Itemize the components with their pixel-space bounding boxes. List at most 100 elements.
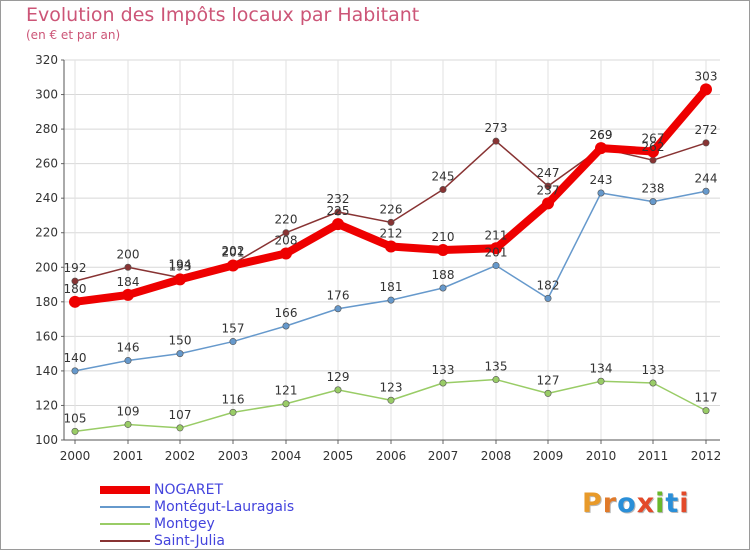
y-tick-label: 240 [35, 191, 58, 205]
data-label-montegut-lauragais: 201 [485, 246, 508, 260]
x-tick-label: 2002 [165, 449, 196, 463]
data-label-nogaret: 237 [537, 183, 560, 197]
data-label-montegut-lauragais: 243 [590, 173, 613, 187]
data-label-montgey: 129 [327, 370, 350, 384]
data-point-montegut-lauragais [649, 198, 657, 206]
chart-subtitle: (en € et par an) [26, 28, 121, 42]
y-tick-label: 140 [35, 364, 58, 378]
y-tick-label: 180 [35, 295, 58, 309]
data-point-montgey [649, 379, 657, 387]
data-point-nogaret [227, 259, 239, 272]
data-point-montgey [439, 379, 447, 387]
data-label-nogaret: 193 [169, 259, 192, 273]
data-point-saint-julia [71, 277, 79, 285]
data-label-montegut-lauragais: 238 [642, 182, 665, 196]
data-label-saint-julia: 226 [380, 202, 403, 216]
data-label-saint-julia: 220 [275, 213, 298, 227]
x-tick-label: 2003 [218, 449, 249, 463]
legend-label-montegut-lauragais: Montégut-Lauragais [154, 499, 295, 515]
data-label-nogaret: 180 [64, 282, 87, 296]
data-point-montegut-lauragais [282, 322, 290, 330]
y-tick-label: 320 [35, 53, 58, 67]
data-label-saint-julia: 194 [169, 258, 192, 272]
data-point-saint-julia [439, 186, 447, 194]
data-label-nogaret: 303 [695, 69, 718, 83]
data-label-montgey: 121 [275, 384, 298, 398]
y-tick-label: 120 [35, 398, 58, 412]
data-label-nogaret: 201 [222, 246, 245, 260]
y-tick-label: 220 [35, 226, 58, 240]
data-point-nogaret [647, 145, 659, 158]
legend-swatch-nogaret [100, 486, 150, 494]
data-point-montegut-lauragais [597, 189, 605, 197]
data-label-saint-julia: 202 [222, 244, 245, 258]
data-label-montegut-lauragais: 188 [432, 268, 455, 282]
data-point-montgey [229, 408, 237, 416]
x-tick-label: 2012 [691, 449, 722, 463]
data-point-montgey [282, 400, 290, 408]
data-point-nogaret [385, 240, 397, 253]
x-tick-label: 2004 [271, 449, 302, 463]
data-point-saint-julia [702, 139, 710, 147]
y-tick-label: 280 [35, 122, 58, 136]
data-label-saint-julia: 192 [64, 261, 87, 275]
data-point-montgey [334, 386, 342, 394]
data-point-nogaret [122, 288, 134, 301]
logo-letter: t [665, 488, 680, 519]
y-tick-label: 260 [35, 157, 58, 171]
data-label-nogaret: 211 [485, 228, 508, 242]
data-point-nogaret [332, 218, 344, 231]
data-label-nogaret: 184 [117, 275, 140, 289]
data-point-montegut-lauragais [492, 262, 500, 270]
data-point-montegut-lauragais [176, 350, 184, 358]
logo-letter: x [636, 488, 656, 519]
data-label-montegut-lauragais: 166 [275, 306, 298, 320]
data-point-nogaret [700, 83, 712, 96]
data-point-montgey [124, 420, 132, 428]
data-point-saint-julia [282, 229, 290, 237]
x-tick-label: 2000 [60, 449, 91, 463]
data-point-saint-julia [492, 137, 500, 145]
data-label-montgey: 117 [695, 391, 718, 405]
data-label-montegut-lauragais: 146 [117, 341, 140, 355]
data-label-montegut-lauragais: 150 [169, 334, 192, 348]
data-point-montegut-lauragais [387, 296, 395, 304]
data-label-montgey: 133 [432, 363, 455, 377]
x-tick-label: 2009 [533, 449, 564, 463]
data-point-nogaret [174, 273, 186, 286]
data-label-nogaret: 269 [590, 128, 613, 142]
legend-swatch-montegut-lauragais [100, 506, 150, 508]
data-label-montegut-lauragais: 140 [64, 351, 87, 365]
legend-label-montgey: Montgey [154, 516, 215, 532]
x-tick-label: 2011 [638, 449, 669, 463]
data-label-montgey: 133 [642, 363, 665, 377]
data-point-montgey [544, 389, 552, 397]
data-label-montegut-lauragais: 244 [695, 171, 718, 185]
data-point-montegut-lauragais [124, 357, 132, 365]
data-point-nogaret [595, 142, 607, 155]
data-label-montgey: 107 [169, 408, 192, 422]
data-label-montegut-lauragais: 157 [222, 322, 245, 336]
logo-letter: i [679, 488, 690, 519]
data-label-nogaret: 267 [642, 132, 665, 146]
data-point-nogaret [542, 197, 554, 210]
x-tick-label: 2008 [481, 449, 512, 463]
data-label-saint-julia: 269 [590, 128, 613, 142]
data-point-saint-julia [124, 263, 132, 271]
data-point-nogaret [490, 242, 502, 255]
x-tick-label: 2007 [428, 449, 459, 463]
data-label-montegut-lauragais: 182 [537, 278, 560, 292]
y-tick-label: 300 [35, 88, 58, 102]
legend-swatch-saint-julia [100, 540, 150, 542]
x-tick-label: 2005 [323, 449, 354, 463]
data-label-saint-julia: 232 [327, 192, 350, 206]
data-point-saint-julia [387, 218, 395, 226]
data-point-montegut-lauragais [229, 338, 237, 346]
x-tick-label: 2010 [586, 449, 617, 463]
data-point-montegut-lauragais [702, 187, 710, 195]
data-point-montgey [597, 377, 605, 385]
data-point-nogaret [69, 295, 81, 308]
data-point-montgey [176, 424, 184, 432]
y-tick-label: 200 [35, 260, 58, 274]
